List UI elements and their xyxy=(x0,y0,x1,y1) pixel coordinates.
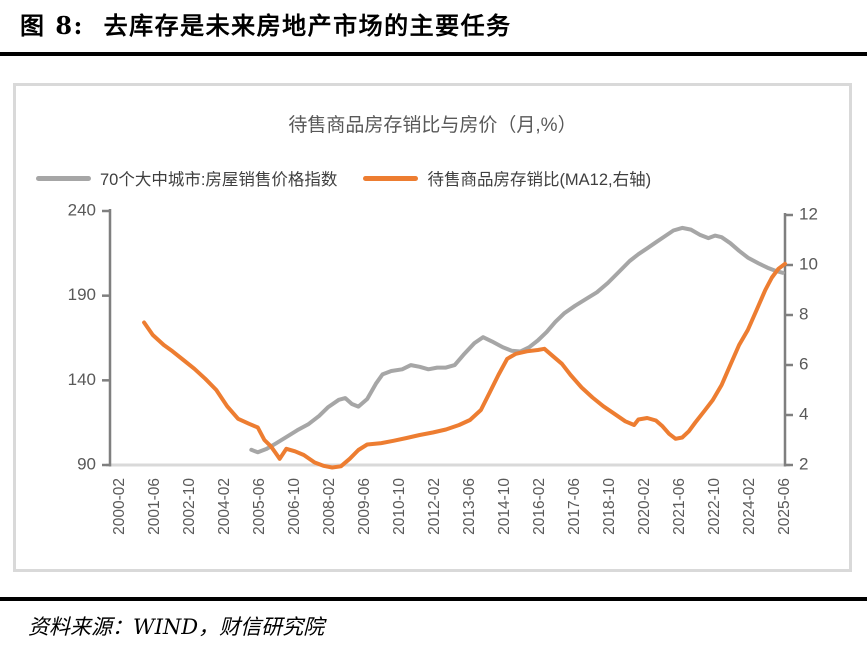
x-axis-tick-label: 2009-06 xyxy=(356,478,373,535)
x-axis-tick-label: 2020-02 xyxy=(636,478,653,535)
series-line-price-index xyxy=(249,225,785,455)
right-axis-tick-label: 4 xyxy=(799,404,808,423)
right-axis-tick-label: 8 xyxy=(799,304,808,323)
chart-legend: 70个大中城市:房屋销售价格指数 待售商品房存销比(MA12,右轴) xyxy=(36,166,651,190)
left-axis-tick-label: 140 xyxy=(68,370,96,389)
bottom-rule xyxy=(0,597,867,601)
legend-label-inventory-ratio: 待售商品房存销比(MA12,右轴) xyxy=(427,171,652,189)
x-axis-tick-label: 2017-06 xyxy=(566,478,583,535)
price-index-line-swatch xyxy=(36,175,91,181)
x-axis-tick-label: 2004-02 xyxy=(216,478,233,535)
x-axis-tick-label: 2001-06 xyxy=(146,478,163,535)
x-axis-tick-label: 2021-06 xyxy=(671,478,688,535)
x-axis-tick-label: 2022-10 xyxy=(706,478,723,535)
x-axis-tick-label: 2018-10 xyxy=(601,478,618,535)
x-axis-tick-label: 2006-10 xyxy=(286,478,303,535)
series-line-inventory-ratio xyxy=(142,261,787,470)
x-axis-tick-label: 2000-02 xyxy=(111,478,128,535)
x-axis-tick-label: 2012-02 xyxy=(426,478,443,535)
x-axis-tick-label: 2024-02 xyxy=(741,478,758,535)
legend-item-price-index: 70个大中城市:房屋销售价格指数 xyxy=(36,166,337,190)
top-rule xyxy=(0,52,867,56)
x-axis-tick-label: 2014-10 xyxy=(496,478,513,535)
left-axis-tick-label: 240 xyxy=(68,200,96,219)
right-axis-tick-label: 6 xyxy=(799,354,808,373)
chart-title: 待售商品房存销比与房价（月,%） xyxy=(288,115,577,136)
legend-label-price-index: 70个大中城市:房屋销售价格指数 xyxy=(100,171,338,189)
right-axis-tick-label: 2 xyxy=(799,454,808,473)
x-axis-tick-label: 2008-02 xyxy=(321,478,338,535)
left-axis-tick-label: 190 xyxy=(68,285,96,304)
x-axis-tick-label: 2013-06 xyxy=(461,478,478,535)
left-axis-tick-label: 90 xyxy=(77,454,96,473)
x-axis-tick-label: 2025-06 xyxy=(776,478,793,535)
x-axis-tick-label: 2016-02 xyxy=(531,478,548,535)
x-axis-tick-label: 2010-10 xyxy=(391,478,408,535)
inventory-ratio-line-swatch xyxy=(363,175,419,181)
legend-item-inventory-ratio: 待售商品房存销比(MA12,右轴) xyxy=(363,166,651,190)
source-note: 资料来源：WIND，财信研究院 xyxy=(28,615,325,639)
figure-title: 图 8: 去库存是未来房地产市场的主要任务 xyxy=(20,11,512,40)
right-axis-tick-label: 10 xyxy=(799,254,818,273)
right-axis-tick-label: 12 xyxy=(799,204,818,223)
x-axis-tick-label: 2002-10 xyxy=(181,478,198,535)
x-axis-tick-label: 2005-06 xyxy=(251,478,268,535)
chart-box xyxy=(13,83,852,572)
